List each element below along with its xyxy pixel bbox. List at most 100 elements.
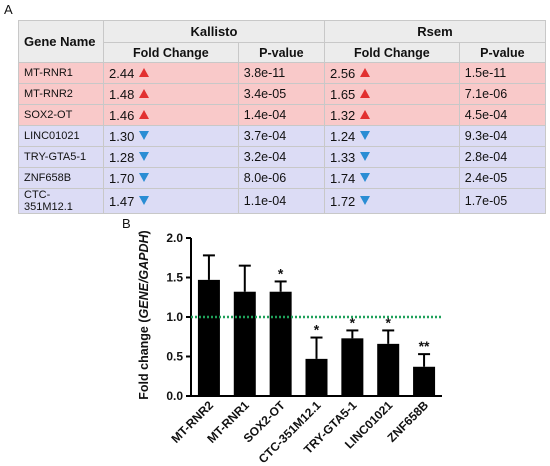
table-row: SOX2-OT 1.46 1.4e-04 1.32 4.5e-04 [18,104,547,126]
rsem-fold-change-cell: 1.72 [323,188,460,214]
y-tick-label: 0.0 [166,389,183,403]
up-arrow-icon [360,109,371,119]
x-tick-label: CTC-351M12.1 [256,398,324,466]
down-arrow-icon [139,151,150,161]
gene-name-cell-value: MT-RNR2 [24,88,73,100]
bar [305,358,328,396]
rsem-p-value-cell-value: 2.8e-04 [464,150,508,164]
kallisto-p-value-cell-value: 1.1e-04 [243,194,287,208]
kallisto-fold-change-cell: 1.47 [103,188,239,214]
rsem-fold-change-cell-value: 2.56 [329,65,356,81]
kallisto-p-value-cell: 3.2e-04 [237,146,325,168]
kallisto-fold-change-cell-value: 1.70 [109,170,135,186]
significance-marker: * [385,314,391,330]
table-row: MT-RNR1 2.44 3.8e-11 2.56 1.5e-11 [18,62,547,84]
bar [269,291,292,396]
rsem-fold-change-cell: 1.33 [323,146,460,168]
rsem-fold-change-cell-value: 1.32 [329,107,356,123]
bar [377,343,400,396]
bar [413,366,436,396]
kallisto-fold-change-cell: 1.48 [103,83,239,105]
rsem-fold-change-cell-value: 1.65 [329,86,356,102]
significance-marker: * [314,322,320,338]
gene-name-header: Gene Name [18,20,104,63]
rsem-p-value-cell-value: 1.7e-05 [464,194,508,208]
gene-name-cell: LINC01021 [18,125,104,147]
table-row: CTC-351M12.1 1.47 1.1e-04 1.72 1.7e-05 [18,188,547,214]
kallisto-fold-change-cell: 1.70 [103,167,239,189]
rsem-fold-change-cell-value: 1.33 [329,149,356,165]
rsem-p-value-header: P-value [458,42,547,63]
kallisto-p-value-cell-value: 3.7e-04 [243,129,287,143]
kallisto-p-value-cell: 3.8e-11 [237,62,325,84]
significance-marker: * [278,265,284,281]
kallisto-p-value-cell: 3.4e-05 [237,83,325,105]
fold-change-table: Gene Name Kallisto Rsem Fold Change P-va… [18,20,547,214]
rsem-p-value-cell-value: 2.4e-05 [464,171,508,185]
bar [197,279,220,396]
kallisto-p-value-cell-value: 3.8e-11 [243,66,286,80]
kallisto-fold-change-cell-value: 1.28 [109,149,135,165]
kallisto-fold-change-cell-value: 1.48 [109,86,135,102]
up-arrow-icon [360,67,371,77]
rsem-fold-change-cell: 1.65 [323,83,460,105]
rsem-p-value-cell-value: 1.5e-11 [464,66,507,80]
significance-marker: ** [419,338,430,354]
rsem-fold-change-cell-value: 1.24 [329,128,356,144]
up-arrow-icon [139,88,150,98]
kallisto-p-value-cell: 3.7e-04 [237,125,325,147]
kallisto-p-value-cell: 1.1e-04 [237,188,325,214]
gene-name-cell-value: CTC-351M12.1 [24,189,73,213]
kallisto-p-value-cell: 1.4e-04 [237,104,325,126]
y-tick-label: 0.5 [166,350,183,364]
y-tick-label: 1.0 [166,310,183,324]
table-row: LINC01021 1.30 3.7e-04 1.24 9.3e-04 [18,125,547,147]
gene-name-cell: SOX2-OT [18,104,104,126]
gene-name-cell: TRY-GTA5-1 [18,146,104,168]
down-arrow-icon [360,130,371,140]
gene-name-cell: CTC-351M12.1 [18,188,104,214]
rsem-fold-change-header: Fold Change [323,42,460,63]
rsem-p-value-cell: 2.4e-05 [458,167,547,189]
gene-name-cell-value: TRY-GTA5-1 [24,151,87,163]
kallisto-fold-change-cell-value: 1.30 [109,128,135,144]
rsem-p-value-cell-value: 7.1e-06 [464,87,508,101]
down-arrow-icon [139,172,150,182]
gene-name-cell-value: SOX2-OT [24,109,73,121]
significance-marker: * [350,314,356,330]
kallisto-fold-change-cell-value: 1.46 [109,107,135,123]
bar [233,291,256,396]
rsem-fold-change-cell: 1.74 [323,167,460,189]
down-arrow-icon [139,130,150,140]
rsem-p-value-cell: 4.5e-04 [458,104,547,126]
bar [341,338,364,396]
rsem-p-value-cell-value: 4.5e-04 [464,108,508,122]
up-arrow-icon [139,109,150,119]
rsem-fold-change-cell: 1.24 [323,125,460,147]
down-arrow-icon [139,195,150,205]
rsem-p-value-cell: 1.5e-11 [458,62,547,84]
table-row: TRY-GTA5-1 1.28 3.2e-04 1.33 2.8e-04 [18,146,547,168]
up-arrow-icon [139,67,150,77]
kallisto-p-value-header: P-value [237,42,325,63]
rsem-p-value-cell-value: 9.3e-04 [464,129,508,143]
kallisto-p-value-cell-value: 1.4e-04 [243,108,287,122]
down-arrow-icon [360,195,371,205]
y-axis-label: Fold change (GENE/GAPDH) [137,230,151,399]
kallisto-p-value-cell-value: 8.0e-06 [243,171,287,185]
y-tick-label: 2.0 [166,231,183,245]
up-arrow-icon [360,88,371,98]
kallisto-fold-change-cell-value: 2.44 [109,65,135,81]
rsem-fold-change-cell: 2.56 [323,62,460,84]
panel-a-label: A [4,2,13,17]
down-arrow-icon [360,151,371,161]
table-row: MT-RNR2 1.48 3.4e-05 1.65 7.1e-06 [18,83,547,105]
panel-b-label: B [122,216,131,231]
gene-name-cell: ZNF658B [18,167,104,189]
gene-name-cell-value: ZNF658B [24,172,72,184]
gene-name-cell-value: MT-RNR1 [24,67,73,79]
rsem-p-value-cell: 1.7e-05 [458,188,547,214]
rsem-fold-change-cell-value: 1.72 [329,193,356,209]
gene-name-cell: MT-RNR2 [18,83,104,105]
